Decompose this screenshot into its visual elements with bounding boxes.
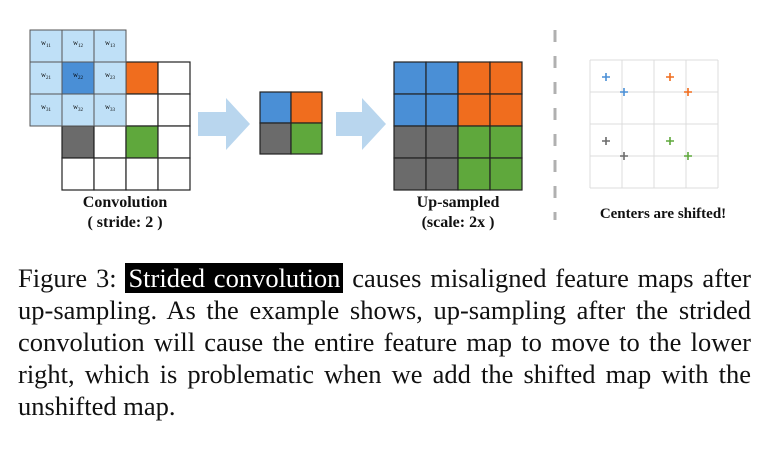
- upsampled-cell: [489, 157, 523, 191]
- kernel-weight-label: w12: [73, 39, 84, 49]
- caption-prefix: Figure 3:: [18, 263, 126, 293]
- center-marker-icon: [620, 88, 628, 96]
- center-marker-icon: [666, 137, 674, 145]
- input-cell: [157, 157, 191, 191]
- upsampled-feature-map: [393, 61, 523, 191]
- input-cell: [61, 157, 95, 191]
- kernel-cell: [93, 93, 127, 127]
- arrow-right-icon: [198, 98, 250, 150]
- output-cell: [259, 91, 292, 124]
- upsampled-cell: [457, 93, 491, 127]
- upsampled-cell: [393, 93, 427, 127]
- kernel-weight-label: w31: [41, 103, 52, 113]
- kernel-cell: [29, 29, 63, 63]
- center-marker-icon: [602, 73, 610, 81]
- kernel-weight-label: w13: [105, 39, 116, 49]
- input-cell: [157, 125, 191, 159]
- conv-kernel: w11 w12 w13 w21 w22 w23 w31 w32 w33: [29, 29, 127, 127]
- upsampled-cell: [425, 61, 459, 95]
- upsampled-cell: [425, 157, 459, 191]
- conv-label-line2: ( stride: 2 ): [87, 214, 162, 231]
- kernel-cell: [61, 93, 95, 127]
- upsampled-cell: [393, 61, 427, 95]
- output-feature-map: [259, 91, 323, 155]
- upsampled-cell: [425, 125, 459, 159]
- upsampled-cell: [489, 93, 523, 127]
- upsampled-cell: [489, 61, 523, 95]
- input-cell: [93, 125, 127, 159]
- input-cell: [125, 125, 159, 159]
- output-cell: [290, 122, 323, 155]
- upsampled-cell: [393, 157, 427, 191]
- upsampled-cell: [425, 93, 459, 127]
- center-marker-icon: [620, 152, 628, 160]
- centers-label: Centers are shifted!: [600, 206, 726, 222]
- kernel-cell: [29, 61, 63, 95]
- kernel-weight-label: w11: [41, 39, 51, 49]
- upsampled-cell: [393, 125, 427, 159]
- caption-highlight: Strided convolution: [125, 263, 344, 293]
- kernel-cell: [93, 61, 127, 95]
- input-cell: [125, 61, 159, 95]
- upsampled-cell: [457, 157, 491, 191]
- center-marker-icon: [602, 137, 610, 145]
- kernel-weight-label: w33: [105, 103, 116, 113]
- input-cell: [157, 61, 191, 95]
- input-cell: [61, 125, 95, 159]
- center-marker-icon: [684, 152, 692, 160]
- output-cell: [290, 91, 323, 124]
- input-cell: [125, 157, 159, 191]
- input-cell: [157, 93, 191, 127]
- upsampled-cell: [489, 125, 523, 159]
- up-label-line2: (scale: 2x ): [422, 214, 495, 231]
- conv-label-line1: Convolution: [83, 194, 168, 211]
- upsampled-cell: [457, 61, 491, 95]
- input-cell: [93, 157, 127, 191]
- center-marker-icon: [666, 73, 674, 81]
- up-label-line1: Up-sampled: [417, 194, 500, 211]
- input-cell: [125, 93, 159, 127]
- centers-grid: [589, 59, 719, 189]
- kernel-weight-label: w22: [73, 71, 84, 81]
- upsampled-cell: [457, 125, 491, 159]
- output-cell: [259, 122, 292, 155]
- caption-text: causes misaligned feature maps after up-…: [18, 263, 751, 421]
- center-marker-icon: [684, 88, 692, 96]
- kernel-weight-label: w32: [73, 103, 84, 113]
- arrow-right-icon: [336, 98, 386, 150]
- figure-caption: Figure 3: Strided convolution causes mis…: [18, 262, 751, 422]
- kernel-weight-label: w21: [41, 71, 52, 81]
- kernel-weight-label: w23: [105, 71, 116, 81]
